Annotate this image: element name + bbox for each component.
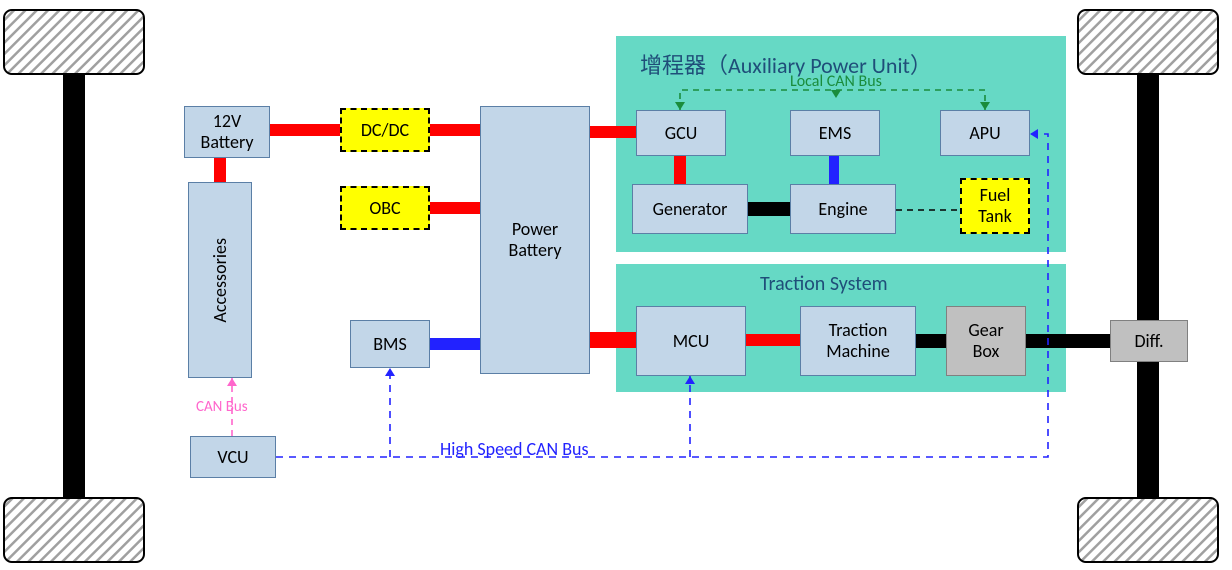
label-local_can: Local CAN Bus: [790, 72, 882, 91]
wheel: [4, 498, 144, 562]
node-ems: EMS: [790, 110, 880, 156]
node-dcdc: DC/DC: [340, 108, 430, 152]
node-power_batt: PowerBattery: [480, 106, 590, 374]
group-title-apu: 增程器（Auxiliary Power Unit）: [640, 48, 932, 80]
node-generator: Generator: [632, 184, 748, 234]
node-fueltank: FuelTank: [960, 178, 1030, 234]
node-engine: Engine: [790, 184, 896, 234]
wheel: [4, 10, 144, 74]
node-accessories: Accessories: [188, 182, 252, 378]
node-vcu: VCU: [190, 436, 276, 478]
node-gearbox: GearBox: [946, 306, 1026, 376]
node-obc: OBC: [340, 186, 430, 230]
node-tractionm: TractionMachine: [800, 306, 916, 376]
wheel: [1078, 10, 1218, 74]
node-gcu: GCU: [636, 110, 726, 156]
label-hs_can: High Speed CAN Bus: [440, 438, 589, 460]
node-bms: BMS: [350, 320, 430, 368]
node-mcu: MCU: [636, 306, 746, 376]
group-title-traction: Traction System: [760, 272, 888, 296]
node-batt12v: 12VBattery: [184, 106, 270, 158]
node-apu: APU: [940, 110, 1030, 156]
label-pink_can: CAN Bus: [196, 398, 248, 416]
node-diff: Diff.: [1110, 320, 1188, 362]
wheel: [1078, 498, 1218, 562]
